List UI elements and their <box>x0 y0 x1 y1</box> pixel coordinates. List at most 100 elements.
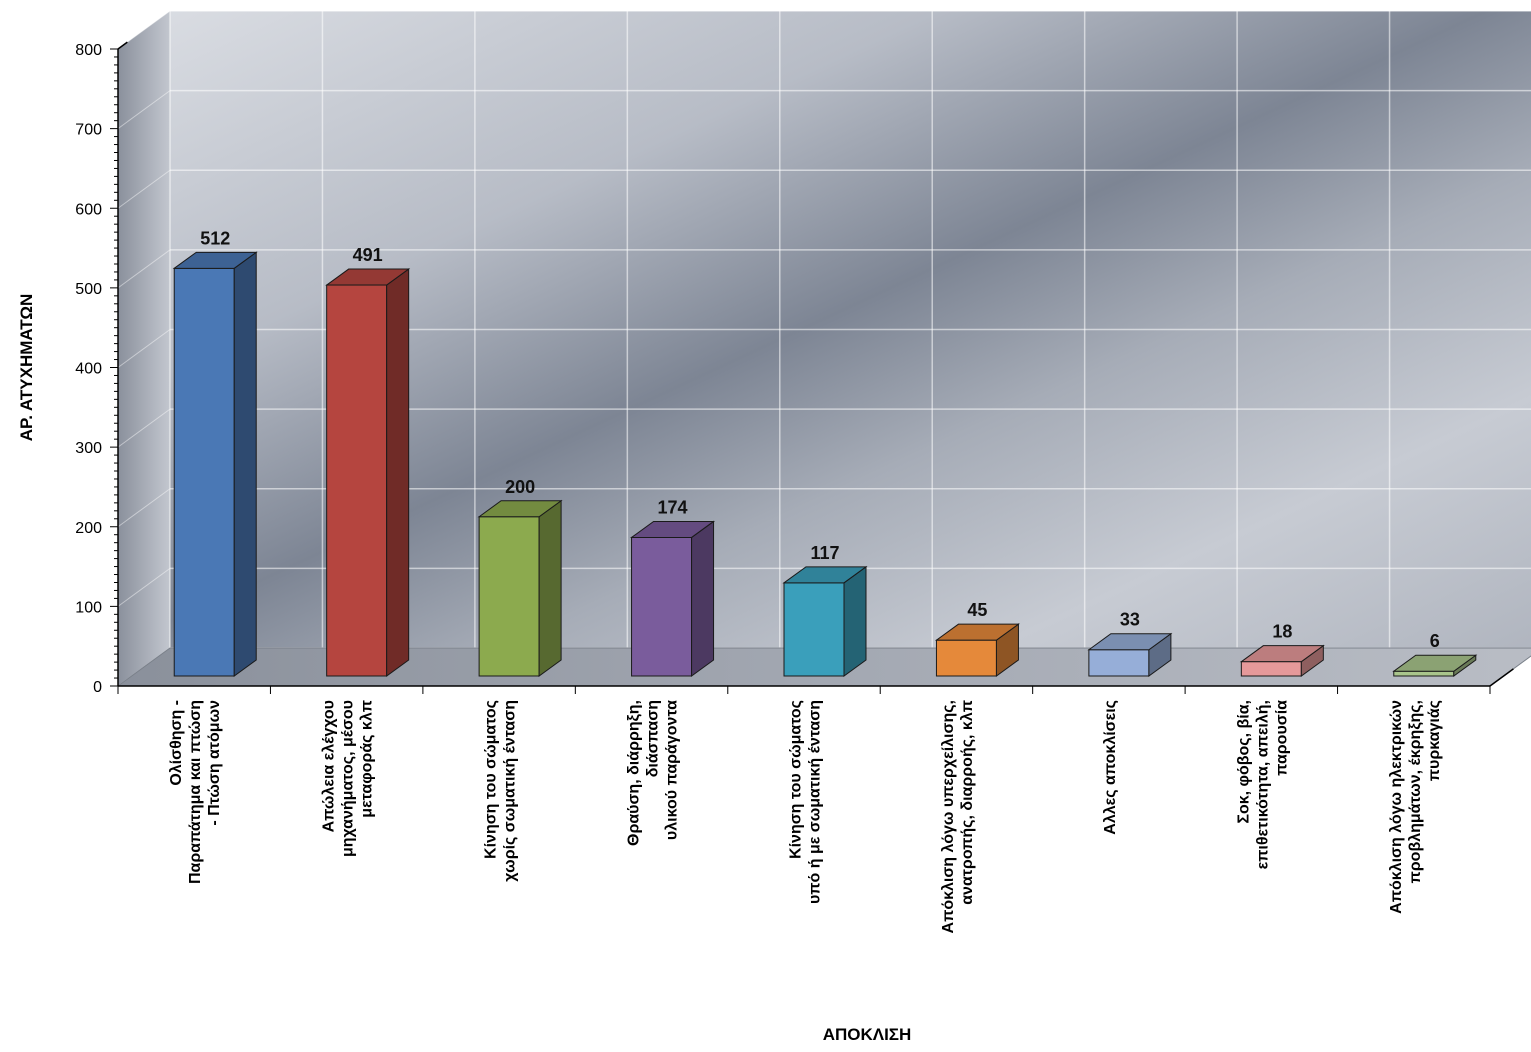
bar-side <box>691 520 715 677</box>
bar-top <box>172 251 258 269</box>
bar-side <box>538 499 562 677</box>
category-label-line: παρουσία <box>1273 700 1290 776</box>
bar-value-label: 512 <box>200 228 230 248</box>
category-label-line: Κίνηση του σώματος <box>788 700 805 859</box>
bar-front <box>631 536 693 677</box>
bar-value-label: 491 <box>353 245 383 265</box>
category-label: Κίνηση του σώματος χωρίς σωματική ένταση <box>483 700 519 882</box>
bar-value-label: 117 <box>810 543 839 563</box>
y-tick-label: 100 <box>75 599 102 616</box>
category-label-line: επιθετικότητα, απειλή, <box>1254 700 1271 869</box>
bar-top <box>477 500 563 518</box>
bar-value-label: 174 <box>658 497 688 517</box>
y-tick-label: 600 <box>75 201 102 218</box>
gridline-side <box>117 249 171 289</box>
bar-value-label: 6 <box>1430 631 1440 651</box>
category-label-line: Αλλες αποκλίσεις <box>1102 700 1119 835</box>
category-label: Ολίσθηση - Παραπάτημα και πτώση - Πτώση ατ… <box>168 700 223 884</box>
category-label-line: ανατροπής, διαρροής, κλπ <box>959 700 976 905</box>
y-tick-label: 200 <box>75 520 102 537</box>
gridline-side <box>117 90 171 130</box>
bar <box>172 251 258 677</box>
category-label: Απόκλιση λόγω υπερχείλισης, ανατροπής, δι… <box>940 700 976 933</box>
bar-top <box>1392 654 1478 672</box>
category-label: Κίνηση του σώματος υπό ή με σωματική έντα… <box>788 700 824 904</box>
bar-top <box>1239 645 1325 663</box>
svg-text:Αλλες αποκλίσεις: Αλλες αποκλίσεις <box>1102 700 1119 835</box>
y-tick-label: 300 <box>75 440 102 457</box>
bar-top <box>1087 633 1173 651</box>
category-label: Θραύση, διάρρηξη, διάσπαση υλικού παράγοντ… <box>626 700 681 846</box>
category-label: Σοκ, φόβος, βία, επιθετικότητα, απειλή, πα… <box>1235 700 1290 870</box>
bar-top <box>782 566 868 584</box>
category-label-line: μεταφοράς κλπ <box>359 700 376 818</box>
bar <box>934 623 1020 677</box>
bar-side <box>843 565 867 677</box>
svg-text:Ολίσθηση -Παραπάτημα και πτώση: Ολίσθηση - Παραπάτημα και πτώση - Πτώση ατ… <box>168 700 223 884</box>
gridline-side <box>117 567 171 607</box>
bar-side <box>386 268 410 677</box>
bar <box>1392 654 1478 677</box>
gridline-side <box>117 169 171 209</box>
category-label-line: μηχανήματος, μέσου <box>340 700 357 857</box>
category-label-line: Ολίσθηση - <box>168 700 185 786</box>
category-label-line: προβλημάτων, έκρηξης, <box>1407 700 1424 883</box>
gridline-side <box>117 408 171 448</box>
category-label: Αλλες αποκλίσεις <box>1102 700 1119 835</box>
bar-value-label: 45 <box>967 600 987 620</box>
svg-text:Σοκ, φόβος, βία,επιθετικότητα,: Σοκ, φόβος, βία, επιθετικότητα, απειλή, πα… <box>1235 700 1290 870</box>
bar <box>1087 632 1173 677</box>
bar-top <box>325 268 411 286</box>
category-label-line: πυρκαγιάς <box>1426 700 1443 781</box>
bar <box>325 268 411 677</box>
bar-top <box>934 623 1020 641</box>
bar <box>782 565 868 677</box>
category-label-line: Θραύση, διάρρηξη, <box>626 700 643 846</box>
y-tick-label: 0 <box>93 679 102 696</box>
category-label-line: - Πτώση ατόμων <box>206 700 223 826</box>
gridline-side <box>117 488 171 528</box>
category-label-line: Κίνηση του σώματος <box>483 700 500 859</box>
bar-front <box>935 639 997 677</box>
y-tick-label: 400 <box>75 361 102 378</box>
bar-value-label: 200 <box>505 477 535 497</box>
bar <box>477 499 563 677</box>
category-label: Απόκλιση λόγω ηλεκτρικών προβλημάτων, έκρ… <box>1388 700 1443 914</box>
gridline-side <box>117 329 171 368</box>
bar-side <box>233 251 257 677</box>
category-label-line: υπό ή με σωματική ένταση <box>807 700 824 904</box>
y-axis-depth-line <box>117 41 128 50</box>
y-tick-label: 500 <box>75 281 102 298</box>
y-axis-title: ΑΡ. ΑΤΥΧΗΜΑΤΩΝ <box>17 294 36 441</box>
bar <box>630 520 716 677</box>
bar-front <box>478 516 540 677</box>
bar-value-label: 33 <box>1120 610 1140 630</box>
chart-left-wall <box>118 11 170 686</box>
bar-front <box>1088 649 1150 677</box>
category-label-line: Απόκλιση λόγω ηλεκτρικών <box>1388 700 1405 914</box>
y-tick-label: 800 <box>75 42 102 59</box>
y-tick-label: 700 <box>75 122 102 139</box>
category-label-line: Απώλεια ελέγχου <box>321 700 338 832</box>
x-axis-title: ΑΠΟΚΛΙΣΗ <box>823 1025 912 1044</box>
bar-front <box>783 582 845 677</box>
bar-front <box>1240 661 1302 677</box>
category-label-line: χωρίς σωματική ένταση <box>502 700 519 882</box>
category-label-line: Απόκλιση λόγω υπερχείλισης, <box>940 700 957 933</box>
category-label-line: Σοκ, φόβος, βία, <box>1235 700 1252 824</box>
category-label-line: υλικού παράγοντα <box>664 700 681 840</box>
bar <box>1239 644 1325 677</box>
bar-top <box>630 520 716 538</box>
svg-text:Απόκλιση λόγω υπερχείλισης,ανα: Απόκλιση λόγω υπερχείλισης, ανατροπής, δι… <box>940 700 976 933</box>
bar-value-label: 18 <box>1272 622 1292 642</box>
bar-front <box>326 284 388 677</box>
bar-front <box>173 267 235 677</box>
x-axis-depth-line <box>1489 668 1514 687</box>
bar-front <box>1393 670 1455 677</box>
